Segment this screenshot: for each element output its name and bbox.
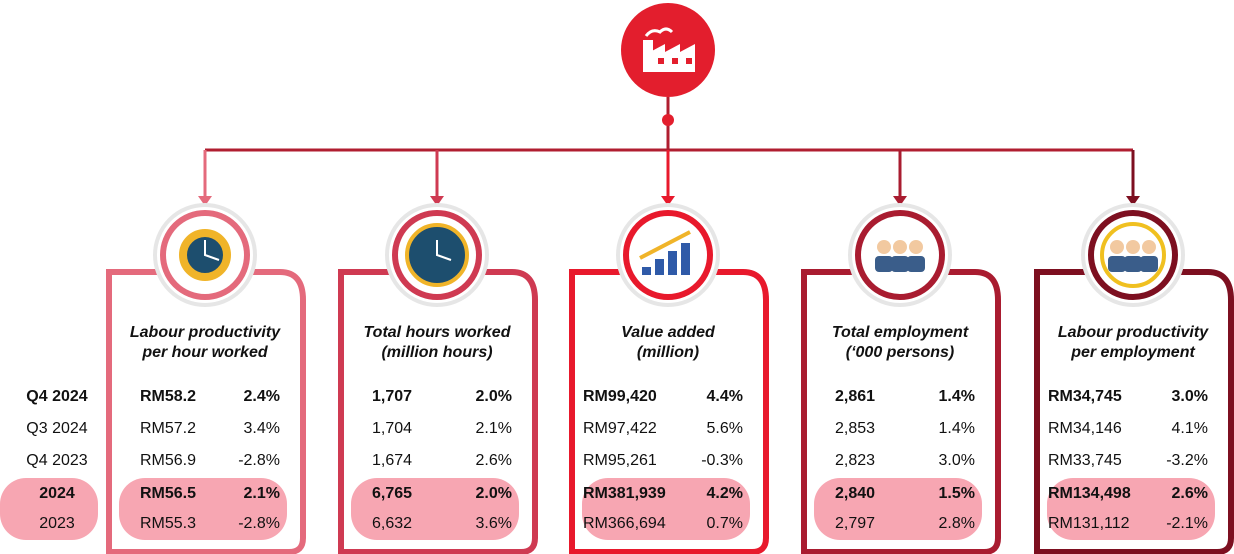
change: 4.4% bbox=[707, 388, 743, 405]
person bbox=[1140, 256, 1158, 272]
card-title: Total hours worked bbox=[364, 324, 512, 341]
card-title: (million) bbox=[637, 344, 699, 361]
card-title: (million hours) bbox=[381, 344, 492, 361]
change: 2.6% bbox=[1172, 485, 1208, 502]
change: 4.2% bbox=[707, 485, 743, 502]
value: RM134,498 bbox=[1048, 485, 1131, 502]
value: RM34,146 bbox=[1048, 420, 1122, 437]
value: RM55.3 bbox=[140, 515, 196, 532]
change: 2.0% bbox=[476, 388, 512, 405]
person bbox=[875, 256, 893, 272]
change: 3.0% bbox=[939, 452, 975, 469]
value: RM131,112 bbox=[1048, 515, 1130, 532]
change: 0.7% bbox=[707, 515, 743, 532]
change: 2.1% bbox=[244, 485, 280, 502]
value: RM99,420 bbox=[583, 388, 657, 405]
change: -3.2% bbox=[1166, 452, 1208, 469]
factory-icon bbox=[621, 3, 715, 97]
card-title: Value added bbox=[621, 324, 716, 341]
value: 2,861 bbox=[835, 388, 875, 405]
person bbox=[877, 240, 891, 254]
value: RM57.2 bbox=[140, 420, 196, 437]
icon-ring bbox=[858, 213, 942, 297]
person bbox=[891, 256, 909, 272]
value: RM34,745 bbox=[1048, 388, 1122, 405]
person bbox=[1126, 240, 1140, 254]
change: 3.6% bbox=[476, 515, 512, 532]
change: 2.1% bbox=[476, 420, 512, 437]
card-title: per employment bbox=[1070, 344, 1195, 361]
row-label: Q4 2023 bbox=[26, 452, 87, 469]
value: RM58.2 bbox=[140, 388, 196, 405]
change: 2.4% bbox=[244, 388, 280, 405]
person bbox=[1142, 240, 1156, 254]
change: -0.3% bbox=[701, 452, 743, 469]
change: 2.0% bbox=[476, 485, 512, 502]
change: 1.4% bbox=[939, 388, 975, 405]
value: 2,797 bbox=[835, 515, 875, 532]
person bbox=[1110, 240, 1124, 254]
change: -2.8% bbox=[238, 452, 280, 469]
card-title: per hour worked bbox=[141, 344, 269, 361]
value: RM33,745 bbox=[1048, 452, 1122, 469]
change: 5.6% bbox=[707, 420, 743, 437]
bar-icon bbox=[681, 243, 690, 275]
value: 2,823 bbox=[835, 452, 875, 469]
value: RM97,422 bbox=[583, 420, 657, 437]
person bbox=[1108, 256, 1126, 272]
card-title: (‘000 persons) bbox=[846, 344, 954, 361]
change: 2.6% bbox=[476, 452, 512, 469]
card-title: Labour productivity bbox=[130, 324, 281, 341]
row-label: Q3 2024 bbox=[26, 420, 87, 437]
row-label: Q4 2024 bbox=[26, 388, 87, 405]
value: 2,840 bbox=[835, 485, 875, 502]
value: RM381,939 bbox=[583, 485, 666, 502]
change: 2.8% bbox=[939, 515, 975, 532]
row-label: 2023 bbox=[39, 515, 75, 532]
change: -2.8% bbox=[238, 515, 280, 532]
infographic: Q4 2024 Q3 2024 Q4 2023 2024 2023 Labour prod… bbox=[0, 0, 1234, 554]
value: 1,707 bbox=[372, 388, 412, 405]
value: 1,704 bbox=[372, 420, 412, 437]
row-label: 2024 bbox=[39, 485, 75, 502]
value: 2,853 bbox=[835, 420, 875, 437]
bar-icon bbox=[642, 267, 651, 275]
change: 3.4% bbox=[244, 420, 280, 437]
value: 6,765 bbox=[372, 485, 412, 502]
card-title: Total employment bbox=[832, 324, 969, 341]
change: -2.1% bbox=[1166, 515, 1208, 532]
person bbox=[907, 256, 925, 272]
bar-icon bbox=[655, 259, 664, 275]
value: 6,632 bbox=[372, 515, 412, 532]
person bbox=[893, 240, 907, 254]
change: 3.0% bbox=[1172, 388, 1208, 405]
person bbox=[909, 240, 923, 254]
change: 1.4% bbox=[939, 420, 975, 437]
value: RM56.5 bbox=[140, 485, 196, 502]
value: 1,674 bbox=[372, 452, 412, 469]
bar-icon bbox=[668, 251, 677, 275]
value: RM56.9 bbox=[140, 452, 196, 469]
change: 4.1% bbox=[1172, 420, 1208, 437]
value: RM366,694 bbox=[583, 515, 666, 532]
person bbox=[1124, 256, 1142, 272]
card-title: Labour productivity bbox=[1058, 324, 1209, 341]
value: RM95,261 bbox=[583, 452, 657, 469]
change: 1.5% bbox=[939, 485, 975, 502]
